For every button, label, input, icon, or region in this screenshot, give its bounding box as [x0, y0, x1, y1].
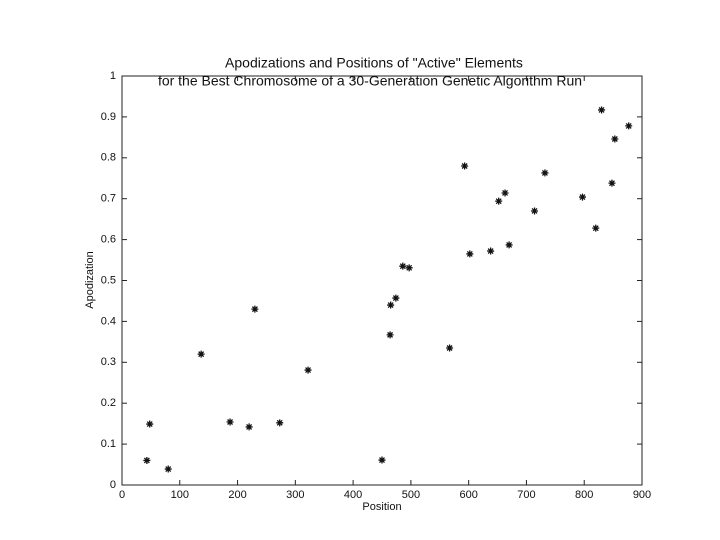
data-point — [495, 197, 503, 205]
y-tick-label: 0.8 — [101, 152, 116, 164]
chart-title: Apodizations and Positions of "Active" E… — [225, 55, 523, 71]
data-point — [245, 423, 253, 431]
x-tick-label: 900 — [633, 489, 651, 501]
data-point — [276, 419, 284, 427]
x-tick-label: 100 — [171, 489, 189, 501]
x-tick-label: 300 — [286, 489, 304, 501]
x-tick-label: 500 — [402, 489, 420, 501]
data-point — [578, 193, 586, 201]
data-point — [386, 331, 394, 339]
data-point — [608, 179, 616, 187]
y-tick-label: 0.3 — [101, 356, 116, 368]
data-point — [505, 241, 513, 249]
plot-frame — [121, 75, 643, 486]
data-point — [501, 189, 509, 197]
chart-subtitle: for the Best Chromosome of a 30-Generati… — [158, 73, 582, 89]
y-tick-label: 0.6 — [101, 234, 116, 246]
y-tick-label: 0.2 — [101, 397, 116, 409]
y-tick-label: 0.1 — [101, 438, 116, 450]
data-point — [226, 418, 234, 426]
data-point — [487, 247, 495, 255]
data-point — [387, 301, 395, 309]
data-point — [251, 305, 259, 313]
x-tick-label: 800 — [575, 489, 593, 501]
data-point — [461, 162, 469, 170]
data-point — [143, 456, 151, 464]
data-point — [611, 135, 619, 143]
data-point — [164, 465, 172, 473]
y-tick-label: 0.4 — [101, 315, 116, 327]
data-point — [446, 344, 454, 352]
data-point — [592, 224, 600, 232]
x-tick-label: 400 — [344, 489, 362, 501]
y-tick-label: 0.9 — [101, 111, 116, 123]
x-tick-label: 700 — [517, 489, 535, 501]
data-point — [392, 294, 400, 302]
data-point — [378, 456, 386, 464]
data-point — [405, 264, 413, 272]
data-point — [304, 366, 312, 374]
y-tick-label: 1 — [110, 70, 116, 82]
y-tick-label: 0.7 — [101, 193, 116, 205]
y-tick-label: 0 — [110, 479, 116, 491]
data-point — [541, 169, 549, 177]
x-tick-label: 200 — [228, 489, 246, 501]
data-point — [598, 106, 606, 114]
x-axis-label: Position — [362, 501, 401, 513]
data-point — [399, 262, 407, 270]
x-tick-label: 600 — [459, 489, 477, 501]
x-tick-label: 0 — [119, 489, 125, 501]
data-point — [466, 250, 474, 258]
y-tick-label: 0.5 — [101, 274, 116, 286]
data-point — [146, 420, 154, 428]
data-point — [197, 350, 205, 358]
data-point — [531, 207, 539, 215]
y-axis-label: Apodization — [84, 251, 96, 309]
data-point — [625, 122, 633, 130]
